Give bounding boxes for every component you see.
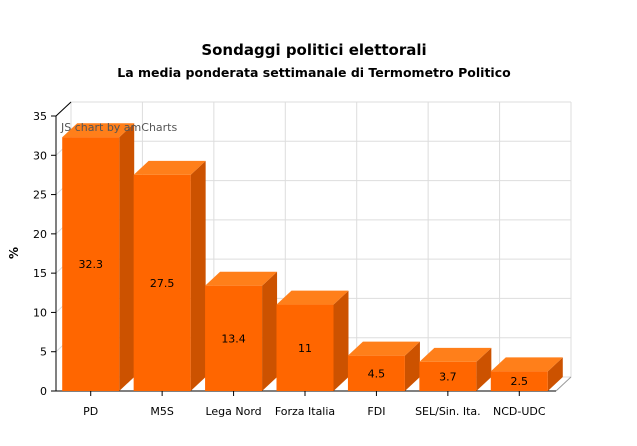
bar-top: [276, 290, 349, 305]
x-tick-label: Forza Italia: [275, 405, 335, 418]
bar-front: [276, 304, 334, 391]
bar-side: [547, 357, 563, 391]
bar-top: [205, 271, 278, 286]
bar-top: [62, 123, 135, 138]
x-tick-label: SEL/Sin. Ita.: [415, 405, 481, 418]
bar-front: [347, 355, 405, 391]
y-tick-label: 25: [33, 189, 47, 202]
y-tick-label: 20: [33, 228, 47, 241]
y-tick-label: 35: [33, 110, 47, 123]
bar-front: [419, 361, 477, 391]
watermark-link[interactable]: JS chart by amCharts: [60, 121, 177, 134]
bar-front: [62, 137, 120, 391]
bar-side: [119, 123, 135, 391]
bar-front: [133, 174, 191, 391]
bar-value-label: 2.5: [511, 375, 529, 388]
bar-side: [476, 347, 492, 391]
bar-value-label: 11: [298, 342, 312, 355]
bar-front: [490, 371, 548, 391]
bars: 32.3 27.5 13.4 11 4.5 3.7 2.5: [62, 123, 563, 391]
bar-value-label: 4.5: [368, 367, 386, 380]
bar-side: [262, 271, 278, 391]
bar[interactable]: 27.5: [133, 160, 206, 391]
y-tick-label: 0: [40, 385, 47, 398]
x-tick-label: FDI: [367, 405, 385, 418]
y-tick-label: 15: [33, 267, 47, 280]
bar-side: [404, 341, 420, 391]
y-axis-label: %: [7, 247, 21, 259]
bar-top: [490, 357, 563, 372]
y-tick-label: 30: [33, 149, 47, 162]
bar-top: [347, 341, 420, 356]
bar-value-label: 3.7: [439, 370, 457, 383]
x-tick-label: Lega Nord: [205, 405, 261, 418]
y-tick-label: 10: [33, 306, 47, 319]
bar-value-label: 27.5: [150, 277, 175, 290]
bar[interactable]: 2.5: [490, 357, 563, 391]
bar[interactable]: 13.4: [205, 271, 278, 391]
bar[interactable]: 4.5: [347, 341, 420, 391]
floor-edge: [555, 376, 572, 392]
bar-side: [333, 290, 349, 391]
bar-top: [133, 160, 206, 175]
x-tick-label: PD: [83, 405, 98, 418]
bar-value-label: 13.4: [221, 332, 246, 345]
y-tick-label: 5: [40, 346, 47, 359]
x-tick-label: NCD-UDC: [493, 405, 546, 418]
bar-side: [190, 160, 206, 391]
bar[interactable]: 3.7: [419, 347, 492, 391]
y-axis-top-edge: [55, 101, 72, 117]
chart-title: Sondaggi politici elettorali: [201, 41, 426, 59]
x-tick-label: M5S: [150, 405, 173, 418]
bar-value-label: 32.3: [78, 258, 103, 271]
chart-subtitle: La media ponderata settimanale di Termom…: [117, 65, 511, 80]
bar[interactable]: 32.3: [62, 123, 135, 391]
bar[interactable]: 11: [276, 290, 349, 391]
bar-front: [205, 285, 263, 391]
bar-top: [419, 347, 492, 362]
